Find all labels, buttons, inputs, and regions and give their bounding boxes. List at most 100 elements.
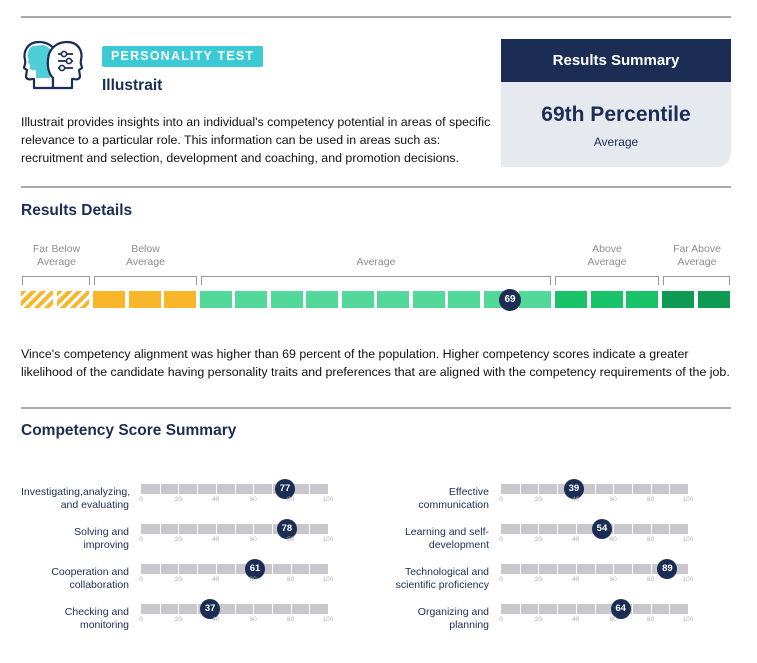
competency-label: Solving and improving [21,526,129,552]
axis-tick-label: 20 [534,536,542,543]
axis-tick-label: 0 [499,536,503,543]
axis-tick-label: 60 [249,536,257,543]
axis-tick-label: 80 [286,496,295,503]
axis-tick-label: 40 [572,576,580,583]
competency-label-line: collaboration [69,579,129,591]
section-divider [21,186,731,188]
axis-tick-label: 40 [572,616,580,623]
axis-tick-label: 100 [322,536,334,543]
band-line-2: Average [37,256,76,268]
axis-tick-label: 80 [286,536,295,543]
bar-gridline [290,564,292,574]
bar-gridline [178,484,180,494]
percentile-value: 69th Percentile [541,103,691,126]
bar-gridline [631,604,633,614]
competency-label-line: planning [449,619,489,631]
axis-tick-label: 40 [212,616,220,623]
bar-gridline [538,604,540,614]
axis-tick-label: 20 [174,576,182,583]
scale-segment [235,291,267,308]
competency-label-line: and evaluating [60,499,129,511]
bar-gridline [197,604,199,614]
axis-tick-label: 80 [286,576,295,583]
axis-tick-label: 0 [139,576,143,583]
bar-gridline [594,484,596,494]
axis-tick-label: 0 [139,496,143,503]
bar-gridline [650,524,652,534]
axis-tick-label: 0 [139,536,143,543]
axis-tick-label: 60 [609,576,617,583]
bar-gridline [215,524,217,534]
axis-tick-label: 100 [682,616,694,623]
axis-tick-label: 20 [534,576,542,583]
axis-tick-label: 60 [249,576,257,583]
competency-label-line: monitoring [79,619,129,631]
bar-gridline [159,524,161,534]
bar-gridline [575,564,577,574]
product-name: Illustrait [102,77,163,94]
competency-bar: 77 [141,479,328,499]
axis-tick-label: 100 [322,496,334,503]
scale-segment [413,291,445,308]
competency-label-line: communication [418,499,489,511]
band-line-1: Far Above [673,243,721,255]
competency-label: Cooperation and collaboration [21,566,129,592]
band-label-above: Above Average [553,243,661,269]
axis-tick-label: 20 [174,536,182,543]
competency-bar: 64 [501,599,688,619]
bar-gridline [669,604,671,614]
scale-segment [626,291,658,308]
axis-tick-label: 100 [682,496,694,503]
bar-gridline [197,484,199,494]
scale-segment [377,291,409,308]
bar-gridline [253,524,255,534]
axis-tick-label: 60 [609,496,617,503]
bar-gridline [613,564,615,574]
bar-gridline [557,564,559,574]
competency-label: Technological and scientific proficiency [381,566,489,592]
competency-label-line: Effective [448,486,489,498]
bar-gridline [234,524,236,534]
competency-label: Checking and monitoring [21,606,129,632]
competency-label: Organizing and planning [381,606,489,632]
bar-gridline [594,564,596,574]
band-line-2: Average [587,256,627,268]
bar-gridline [159,604,161,614]
bar-gridline [650,564,652,574]
scale-segment [342,291,374,308]
axis-tick-label: 0 [139,616,143,623]
competency-score-marker: 61 [245,559,266,579]
scale-segment [698,291,730,308]
bar-gridline [215,564,217,574]
scale-segment [200,291,232,308]
bar-gridline [650,604,652,614]
bar-gridline [159,484,161,494]
band-label-far-above: Far Above Average [661,243,733,269]
axis-tick-label: 0 [499,616,503,623]
bar-gridline [669,524,671,534]
band-line-1: Below [131,243,160,255]
bar-gridline [538,484,540,494]
competency-label-line: Learning and self- [404,526,489,538]
bar-gridline [178,604,180,614]
scale-segment [57,291,89,308]
bar-gridline [519,484,521,494]
competency-label: Investigating,analyzing, and evaluating [21,486,130,512]
competency-score-marker: 89 [657,559,678,579]
axis-tick-label: 20 [174,616,182,623]
axis-tick-label: 80 [646,616,655,623]
band-line-2: Average [356,256,396,268]
score-marker: 69 [499,289,521,311]
bar-gridline [631,524,633,534]
results-description: Vince's competency alignment was higher … [21,347,730,379]
results-summary-title: Results Summary [501,39,731,82]
bar-gridline [234,604,236,614]
scale-segment [21,291,53,308]
axis-tick-label: 80 [646,576,655,583]
test-type-badge: PERSONALITY TEST [102,46,264,67]
bar-gridline [215,484,217,494]
competency-label-line: Organizing and [417,606,489,618]
axis-tick-label: 40 [212,536,220,543]
competency-label: Learning and self-development [381,526,489,552]
axis-tick-label: 80 [286,616,295,623]
